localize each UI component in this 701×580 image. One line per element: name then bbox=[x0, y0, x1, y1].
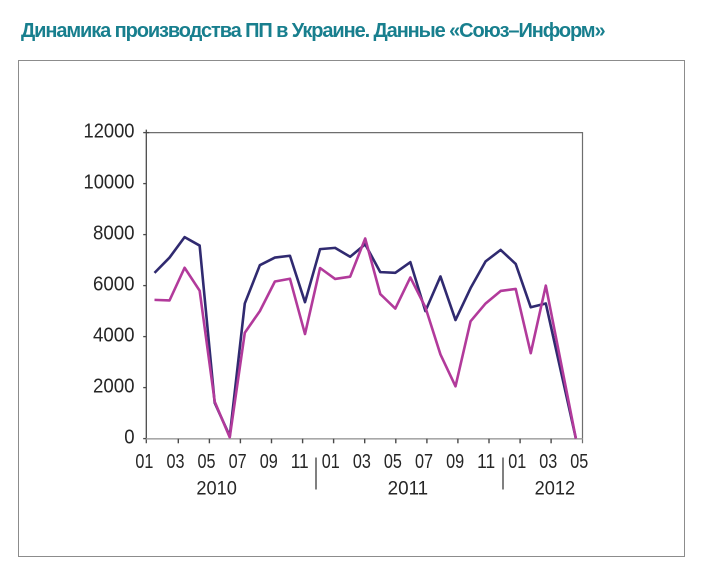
svg-text:8000: 8000 bbox=[93, 223, 135, 245]
svg-text:2000: 2000 bbox=[93, 376, 135, 398]
svg-text:01: 01 bbox=[322, 451, 340, 473]
svg-text:01: 01 bbox=[135, 451, 153, 473]
svg-text:05: 05 bbox=[570, 451, 588, 473]
svg-text:09: 09 bbox=[260, 451, 278, 473]
svg-text:6000: 6000 bbox=[93, 274, 135, 296]
svg-text:03: 03 bbox=[167, 451, 185, 473]
svg-text:01: 01 bbox=[508, 451, 526, 473]
svg-text:11: 11 bbox=[291, 451, 309, 473]
svg-text:09: 09 bbox=[446, 451, 464, 473]
svg-text:12000: 12000 bbox=[84, 121, 135, 143]
svg-text:2011: 2011 bbox=[388, 479, 429, 500]
svg-text:2010: 2010 bbox=[196, 479, 237, 500]
svg-text:0: 0 bbox=[124, 427, 134, 449]
svg-text:03: 03 bbox=[539, 451, 557, 473]
svg-text:05: 05 bbox=[198, 451, 216, 473]
svg-text:07: 07 bbox=[415, 451, 433, 473]
svg-text:2012: 2012 bbox=[535, 479, 576, 500]
svg-text:10000: 10000 bbox=[84, 172, 135, 194]
svg-text:4000: 4000 bbox=[93, 325, 135, 347]
svg-text:03: 03 bbox=[353, 451, 371, 473]
svg-text:05: 05 bbox=[384, 451, 402, 473]
svg-text:11: 11 bbox=[477, 451, 495, 473]
svg-text:07: 07 bbox=[229, 451, 247, 473]
